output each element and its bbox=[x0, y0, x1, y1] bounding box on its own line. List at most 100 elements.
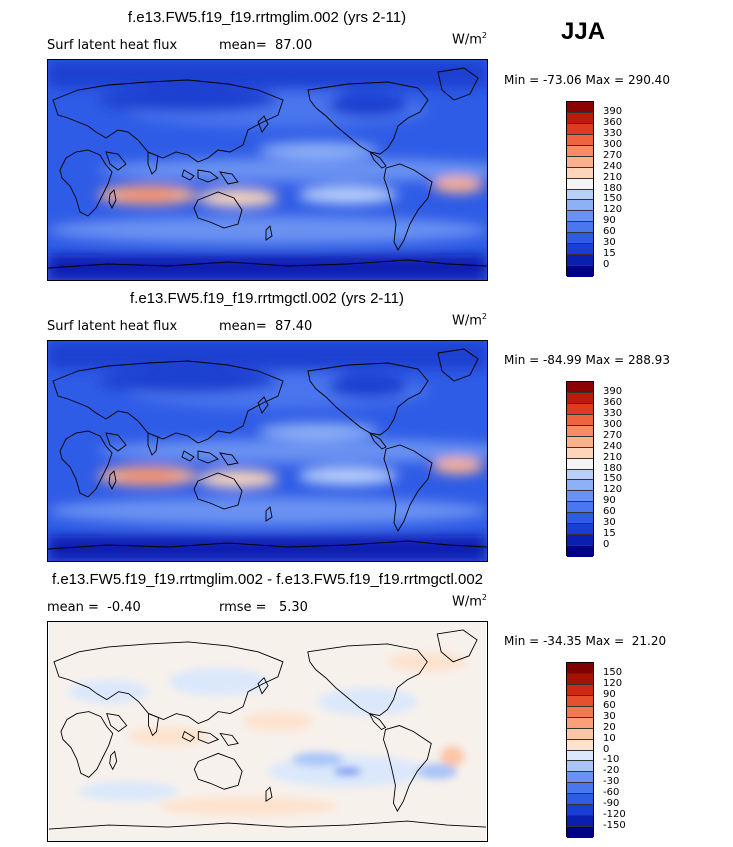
colorbar-tick-label: 270 bbox=[603, 149, 623, 161]
colorbar-tick-label: 15 bbox=[603, 248, 616, 260]
colorbar-segment bbox=[567, 805, 593, 817]
colorbar-segment bbox=[567, 189, 593, 201]
colorbar-segment bbox=[567, 244, 593, 256]
colorbar-tick-label: 20 bbox=[603, 721, 616, 733]
panel-2-variable-label: Surf latent heat flux bbox=[47, 319, 178, 334]
colorbar-tick-label: 0 bbox=[603, 539, 610, 551]
colorbar-segment bbox=[567, 200, 593, 212]
colorbar-segment bbox=[567, 255, 593, 267]
panel-1-title: f.e13.FW5.f19_f19.rrtmglim.002 (yrs 2-11… bbox=[127, 9, 407, 26]
panel-3-map bbox=[47, 621, 488, 842]
panel-1-mean-label: mean= 87.00 bbox=[219, 38, 313, 53]
colorbar-tick-label: 150 bbox=[603, 666, 623, 678]
colorbar-tick-label: 0 bbox=[603, 259, 610, 271]
colorbar-segment bbox=[567, 728, 593, 740]
colorbar-tick-label: 15 bbox=[603, 528, 616, 540]
colorbar-segment bbox=[567, 524, 593, 536]
colorbar-segment bbox=[567, 266, 593, 277]
colorbar-segment bbox=[567, 167, 593, 179]
season-label: JJA bbox=[561, 18, 606, 45]
colorbar-segment bbox=[567, 783, 593, 795]
colorbar-segment bbox=[567, 145, 593, 157]
colorbar-segment bbox=[567, 123, 593, 135]
panel-3-title: f.e13.FW5.f19_f19.rrtmglim.002 - f.e13.F… bbox=[51, 571, 483, 588]
colorbar-tick-label: 120 bbox=[603, 484, 623, 496]
colorbar-tick-label: 90 bbox=[603, 495, 616, 507]
colorbar-tick-label: 330 bbox=[603, 407, 623, 419]
colorbar-segment bbox=[567, 178, 593, 190]
colorbar-tick-label: -90 bbox=[603, 798, 620, 810]
colorbar-segment bbox=[567, 392, 593, 404]
panel-2-title: f.e13.FW5.f19_f19.rrtmgctl.002 (yrs 2-11… bbox=[130, 290, 404, 307]
colorbar-tick-label: 30 bbox=[603, 710, 616, 722]
colorbar-tick-label: 120 bbox=[603, 204, 623, 216]
panel-3-units: W/m2 bbox=[452, 593, 487, 610]
colorbar-tick-label: 360 bbox=[603, 396, 623, 408]
colorbar-segment bbox=[567, 739, 593, 751]
panel-1-variable-label: Surf latent heat flux bbox=[47, 38, 178, 53]
colorbar-tick-label: 90 bbox=[603, 688, 616, 700]
panel-2-map-svg bbox=[48, 341, 487, 561]
colorbar-segment bbox=[567, 403, 593, 415]
panel-1-map-svg bbox=[48, 60, 487, 280]
colorbar-tick-label: 360 bbox=[603, 116, 623, 128]
colorbar-tick-label: 150 bbox=[603, 193, 623, 205]
colorbar-tick-label: 210 bbox=[603, 451, 623, 463]
colorbar-tick-label: 270 bbox=[603, 429, 623, 441]
colorbar-tick-label: -20 bbox=[603, 765, 620, 777]
colorbar-tick-label: 210 bbox=[603, 171, 623, 183]
colorbar-segment bbox=[567, 134, 593, 146]
colorbar-tick-label: 120 bbox=[603, 677, 623, 689]
colorbar-tick-label: -120 bbox=[603, 809, 626, 821]
colorbar-segment bbox=[567, 794, 593, 806]
colorbar-segment bbox=[567, 663, 593, 674]
panel-2-mean-label: mean= 87.40 bbox=[219, 319, 313, 334]
colorbar-segment bbox=[567, 695, 593, 707]
panel-1-colorbar-labels: 0 15 30 60 90 120 150 180 210 240 270 300 330 360 390 bbox=[603, 101, 643, 276]
colorbar-tick-label: 330 bbox=[603, 127, 623, 139]
panel-1-colorbar bbox=[566, 101, 594, 277]
colorbar-segment bbox=[567, 673, 593, 685]
colorbar-segment bbox=[567, 233, 593, 245]
colorbar-segment bbox=[567, 513, 593, 525]
colorbar-segment bbox=[567, 480, 593, 492]
colorbar-segment bbox=[567, 447, 593, 459]
colorbar-segment bbox=[567, 469, 593, 481]
colorbar-segment bbox=[567, 502, 593, 514]
colorbar-segment bbox=[567, 750, 593, 762]
colorbar-tick-label: 240 bbox=[603, 440, 623, 452]
colorbar-tick-label: 300 bbox=[603, 418, 623, 430]
colorbar-segment bbox=[567, 772, 593, 784]
colorbar-segment bbox=[567, 382, 593, 393]
colorbar-tick-label: 180 bbox=[603, 182, 623, 194]
colorbar-segment bbox=[567, 458, 593, 470]
panel-3-rmse-label: rmse = 5.30 bbox=[219, 600, 308, 615]
colorbar-segment bbox=[567, 546, 593, 557]
colorbar-segment bbox=[567, 717, 593, 729]
panel-2-map bbox=[47, 340, 488, 562]
colorbar-tick-label: 10 bbox=[603, 732, 616, 744]
colorbar-tick-label: 390 bbox=[603, 385, 623, 397]
colorbar-segment bbox=[567, 535, 593, 547]
colorbar-segment bbox=[567, 436, 593, 448]
colorbar-segment bbox=[567, 491, 593, 503]
colorbar-segment bbox=[567, 684, 593, 696]
colorbar-segment bbox=[567, 827, 593, 838]
colorbar-segment bbox=[567, 211, 593, 223]
panel-2-units: W/m2 bbox=[452, 312, 487, 329]
colorbar-tick-label: 300 bbox=[603, 138, 623, 150]
colorbar-segment bbox=[567, 156, 593, 168]
colorbar-tick-label: 150 bbox=[603, 473, 623, 485]
panel-3-colorbar bbox=[566, 662, 594, 838]
colorbar-segment bbox=[567, 425, 593, 437]
panel-3-map-svg bbox=[48, 622, 487, 841]
panel-2-colorbar bbox=[566, 381, 594, 557]
colorbar-segment bbox=[567, 816, 593, 828]
colorbar-tick-label: 60 bbox=[603, 226, 616, 238]
colorbar-segment bbox=[567, 761, 593, 773]
colorbar-tick-label: 60 bbox=[603, 506, 616, 518]
panel-3-mean-label: mean = -0.40 bbox=[47, 600, 141, 615]
panel-3-minmax: Min = -34.35 Max = 21.20 bbox=[504, 634, 667, 648]
colorbar-tick-label: 60 bbox=[603, 699, 616, 711]
colorbar-tick-label: 390 bbox=[603, 105, 623, 117]
